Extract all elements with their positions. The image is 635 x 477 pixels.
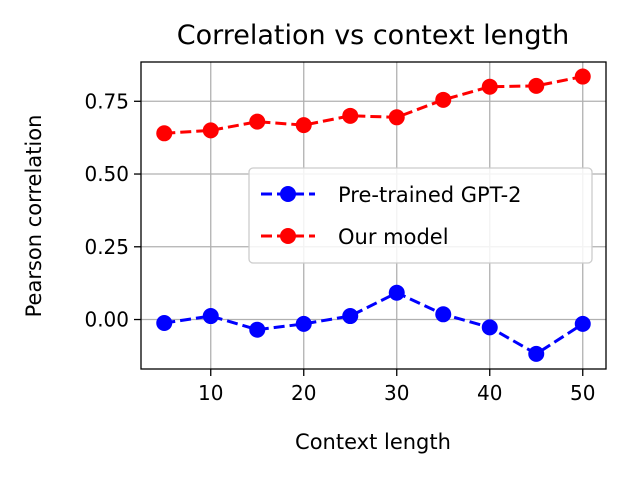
data-point [295,315,312,332]
data-point [528,77,545,94]
data-point [156,125,173,142]
y-tick-label: 0.00 [84,308,129,332]
x-tick-label: 50 [570,381,595,405]
legend-label: Pre-trained GPT-2 [338,183,522,207]
x-axis-label: Context length [295,430,451,454]
x-axis-ticks: 10 20 30 40 50 [198,369,595,405]
x-tick-label: 30 [384,381,409,405]
data-point [342,308,359,325]
y-tick-label: 0.75 [84,89,129,113]
x-tick-label: 40 [477,381,502,405]
legend-marker [280,186,296,202]
data-point [156,315,173,332]
plot-frame [140,61,607,370]
data-point [388,284,405,301]
series-group [156,68,591,362]
data-point [249,113,266,130]
y-axis-ticks: 0.00 0.25 0.50 0.75 [84,89,141,332]
data-point [342,107,359,124]
y-axis-label: Pearson correlation [22,115,46,318]
data-point [435,306,452,323]
data-point [295,117,312,134]
series-line-0 [164,291,584,356]
data-point [481,319,498,336]
x-tick-label: 20 [291,381,316,405]
data-point [528,345,545,362]
y-tick-label: 0.50 [84,162,129,186]
series-line-1 [164,75,584,135]
data-point [481,78,498,95]
data-point [249,321,266,338]
legend: Pre-trained GPT-2 Our model [248,167,593,264]
data-point [202,308,219,325]
data-point [574,68,591,85]
data-point [388,109,405,126]
legend-label: Our model [338,225,449,249]
legend-marker [280,228,296,244]
chart-title: Correlation vs context length [177,20,570,51]
data-point [202,122,219,139]
data-point [574,315,591,332]
y-tick-label: 0.25 [84,235,129,259]
data-point [435,91,452,108]
x-tick-label: 10 [198,381,223,405]
legend-box [248,167,593,264]
